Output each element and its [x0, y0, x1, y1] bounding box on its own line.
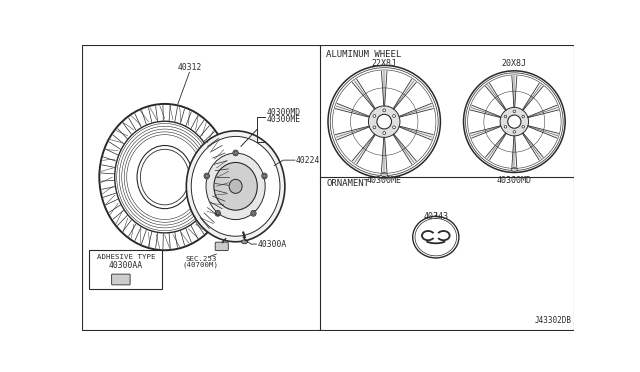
- Polygon shape: [470, 105, 501, 118]
- Ellipse shape: [262, 173, 267, 179]
- Ellipse shape: [251, 211, 256, 216]
- Circle shape: [513, 110, 516, 113]
- Ellipse shape: [204, 173, 209, 179]
- Polygon shape: [393, 134, 416, 164]
- Text: 40300AA: 40300AA: [109, 261, 143, 270]
- Text: 22X8J: 22X8J: [372, 59, 397, 68]
- Circle shape: [504, 115, 507, 118]
- Text: 40300ME: 40300ME: [266, 115, 301, 124]
- Polygon shape: [527, 125, 559, 138]
- Ellipse shape: [216, 212, 220, 215]
- Text: ADHESIVE TYPE: ADHESIVE TYPE: [97, 254, 155, 260]
- Circle shape: [500, 108, 529, 136]
- Polygon shape: [512, 136, 517, 167]
- Text: ORNAMENT: ORNAMENT: [326, 179, 369, 187]
- Text: 40300MD: 40300MD: [497, 176, 532, 185]
- Ellipse shape: [215, 211, 220, 216]
- Text: 20X8J: 20X8J: [502, 59, 527, 68]
- Circle shape: [504, 125, 507, 128]
- Circle shape: [328, 65, 440, 178]
- Polygon shape: [352, 79, 376, 109]
- Text: 40224: 40224: [296, 155, 320, 165]
- Ellipse shape: [206, 153, 265, 219]
- Ellipse shape: [233, 150, 238, 156]
- Polygon shape: [352, 134, 376, 164]
- Text: SEC.253: SEC.253: [185, 256, 217, 262]
- Circle shape: [383, 109, 386, 112]
- Circle shape: [463, 71, 565, 173]
- Polygon shape: [486, 83, 507, 110]
- Polygon shape: [486, 133, 507, 160]
- Polygon shape: [393, 79, 416, 109]
- Text: 40312: 40312: [177, 62, 202, 71]
- Polygon shape: [335, 103, 369, 118]
- Ellipse shape: [191, 137, 280, 236]
- Ellipse shape: [186, 131, 285, 242]
- Text: J43302DB: J43302DB: [534, 316, 572, 325]
- FancyBboxPatch shape: [83, 45, 573, 330]
- Circle shape: [513, 131, 516, 133]
- Polygon shape: [470, 125, 501, 138]
- Ellipse shape: [413, 217, 459, 258]
- Ellipse shape: [263, 174, 266, 178]
- Circle shape: [369, 106, 400, 137]
- Polygon shape: [399, 126, 433, 140]
- Ellipse shape: [511, 167, 517, 171]
- Polygon shape: [527, 105, 559, 118]
- Polygon shape: [512, 76, 517, 108]
- Text: 40300A: 40300A: [257, 240, 287, 248]
- Circle shape: [377, 114, 392, 129]
- FancyBboxPatch shape: [111, 274, 130, 285]
- Circle shape: [522, 125, 525, 128]
- Circle shape: [465, 73, 563, 170]
- Text: ALUMINUM WHEEL: ALUMINUM WHEEL: [326, 50, 402, 59]
- Polygon shape: [399, 103, 433, 118]
- Ellipse shape: [241, 240, 248, 244]
- Circle shape: [383, 132, 386, 134]
- Circle shape: [373, 126, 376, 129]
- Ellipse shape: [432, 232, 440, 239]
- Circle shape: [522, 115, 525, 118]
- Ellipse shape: [381, 172, 388, 177]
- Circle shape: [373, 115, 376, 118]
- Ellipse shape: [234, 151, 237, 155]
- Ellipse shape: [214, 163, 257, 210]
- Polygon shape: [335, 126, 369, 140]
- Text: 40343: 40343: [423, 212, 448, 221]
- Polygon shape: [381, 71, 387, 106]
- FancyBboxPatch shape: [90, 250, 163, 289]
- Text: 40300MD: 40300MD: [266, 108, 301, 117]
- FancyBboxPatch shape: [215, 242, 228, 251]
- Circle shape: [392, 126, 396, 129]
- Circle shape: [330, 68, 438, 176]
- Polygon shape: [522, 133, 543, 160]
- Ellipse shape: [229, 179, 242, 193]
- Circle shape: [508, 115, 521, 128]
- Ellipse shape: [252, 212, 255, 215]
- Polygon shape: [381, 137, 387, 172]
- Circle shape: [392, 115, 396, 118]
- Polygon shape: [522, 83, 543, 110]
- Text: 40300ME: 40300ME: [367, 176, 402, 185]
- Text: (40700M): (40700M): [183, 261, 219, 267]
- Ellipse shape: [205, 174, 208, 178]
- Ellipse shape: [415, 218, 456, 256]
